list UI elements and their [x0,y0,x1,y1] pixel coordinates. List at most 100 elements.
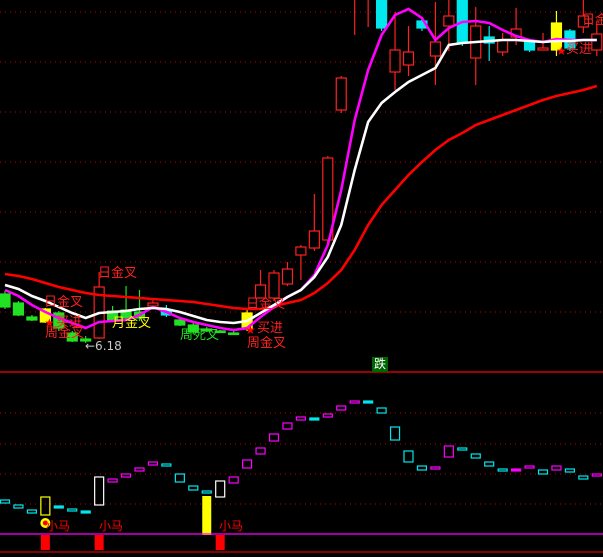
candle-body [376,0,388,29]
signal-bar [215,535,225,550]
annotation-day-golden-cross: 日金叉 [246,297,286,312]
indicator-box [268,433,280,442]
annotation-buy: 买进 [257,321,284,336]
indicator-box [578,475,589,480]
indicator-box [255,447,266,455]
indicator-box [322,413,333,418]
indicator-box [336,405,347,411]
indicator-box [282,422,293,430]
indicator-box [161,463,172,467]
indicator-box [537,469,549,475]
signal-label: 小马 [46,519,71,533]
indicator-box [524,465,535,469]
indicator-box [67,508,78,512]
indicator-box [497,468,508,472]
indicator-box [147,461,159,466]
indicator-box [94,476,105,506]
indicator-box [188,485,199,491]
indicator-box [295,416,306,421]
indicator-box [120,473,132,478]
annotation-buy: 买进 [566,42,593,57]
moving-average-line [4,38,597,325]
candle-body [268,272,280,299]
indicator-box [26,509,37,514]
candle-body [12,302,25,316]
indicator-box [484,461,495,467]
moving-average-line [4,84,598,311]
indicator-box [564,468,576,473]
indicator-box [511,468,522,472]
indicator-box [376,407,387,414]
indicator-box [389,426,401,441]
candle-body [537,47,549,51]
candle-body [80,338,92,342]
annotation-week-golden-cross: 周金叉 [247,336,287,351]
indicator-box [591,473,602,477]
candle-body [228,332,240,336]
indicator-box [174,473,185,483]
candle-body [66,332,78,342]
flower-center-icon [42,520,48,526]
candle-body [591,33,603,51]
indicator-box [551,465,562,471]
candle-body [389,49,401,73]
buy-star-icon: ★ [556,44,567,58]
indicator-box [457,447,468,451]
candle-body [308,230,320,249]
candle-body [0,293,11,308]
moving-average-line [4,7,597,332]
indicator-box [80,510,91,514]
candle-body [295,246,307,256]
candle-body [550,22,563,51]
buy-star-icon: ★ [245,323,256,337]
candle-body [577,15,589,28]
candle-body [281,268,294,285]
annotation-week-dead-cross: 周死叉 [180,328,220,343]
candle-body [174,319,186,326]
signal-label: 小马 [219,519,244,533]
candle-body [26,316,38,321]
candle-body [443,15,455,27]
indicator-box [228,476,239,484]
indicator-box [107,478,118,483]
low-price-marker: ←6.18 [85,339,122,353]
signal-label: 小马 [99,519,124,533]
annotation-day-golden-cross: 日金叉 [98,266,138,281]
candle-body [402,51,415,66]
annotation-buy: 买进 [56,315,83,330]
signal-bar [94,535,104,550]
fall-badge: 跌 [372,357,388,372]
indicator-box [201,490,212,494]
annotation-month-golden-cross: 月金叉 [112,316,152,331]
indicator-box [416,465,428,471]
candle-body [147,302,159,307]
annotation-day-golden-cross: 日金 [582,13,603,28]
indicator-box [134,467,145,472]
indicator-box [13,504,24,509]
indicator-yellow-bar [202,496,212,535]
candle-body [214,330,226,334]
candle-body [429,41,441,57]
indicator-box [363,400,374,404]
indicator-box [430,466,441,470]
annotation-week-golden-cross: 周金叉 [45,326,85,341]
indicator-box [53,505,64,509]
indicator-box [40,496,51,516]
indicator-box [309,417,320,421]
candle-body [254,284,267,299]
indicator-box [242,459,253,469]
annotation-day-golden-cross: 日金叉 [44,295,84,310]
indicator-box [443,445,454,458]
candle-body [523,41,536,51]
candle-body [497,39,509,53]
indicator-box [349,400,360,404]
buy-star-icon: ★ [44,316,55,330]
indicator-box [470,453,481,459]
signal-bar [40,535,50,550]
indicator-box [403,450,414,463]
candle-body [201,328,213,332]
candle-body [335,77,347,111]
indicator-box [215,480,226,498]
